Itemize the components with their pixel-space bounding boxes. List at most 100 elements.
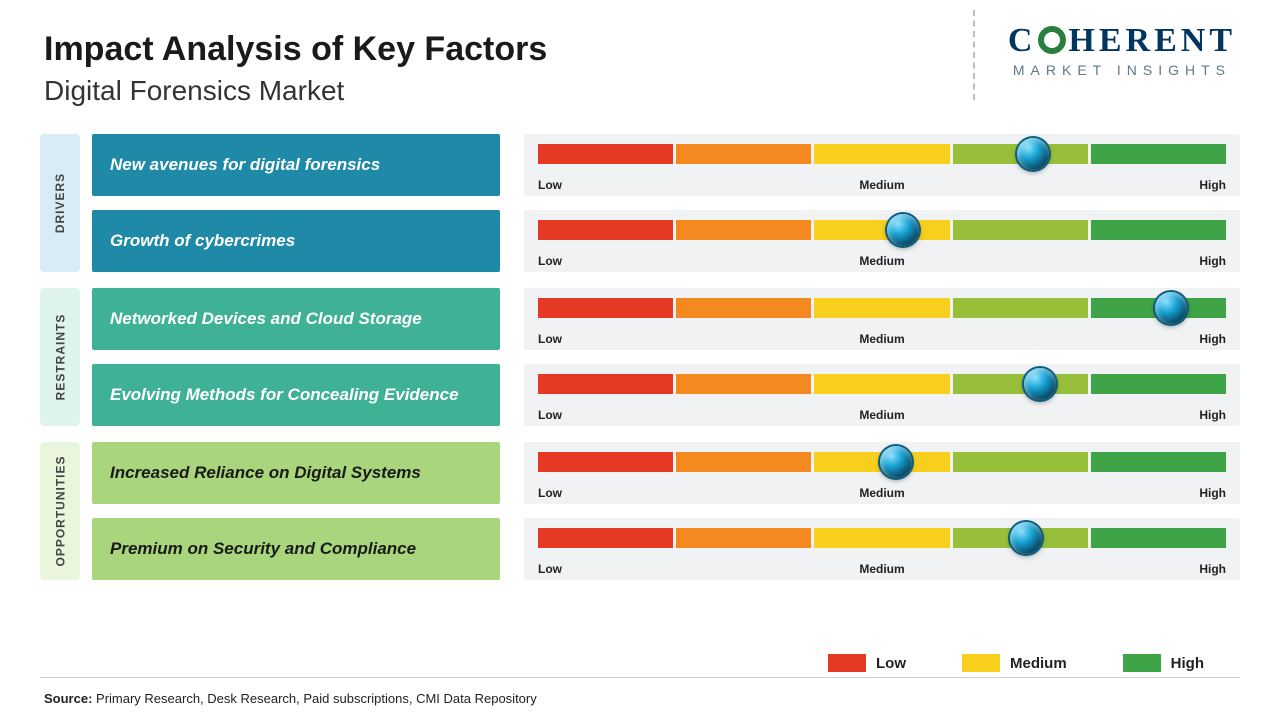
factor-label: Increased Reliance on Digital Systems bbox=[92, 442, 500, 504]
gauge-segment bbox=[1091, 528, 1226, 548]
gauge-segment bbox=[1091, 374, 1226, 394]
gauge-segment bbox=[676, 374, 811, 394]
factor-row: New avenues for digital forensicsLowMedi… bbox=[92, 134, 1240, 196]
gauge-track bbox=[538, 298, 1226, 318]
gauge-marker bbox=[1155, 292, 1187, 324]
factor-label: Growth of cybercrimes bbox=[92, 210, 500, 272]
gauge-marker bbox=[887, 214, 919, 246]
impact-gauge: Low Medium High bbox=[524, 364, 1240, 426]
legend-item: High bbox=[1123, 654, 1204, 672]
gauge-marker bbox=[1024, 368, 1056, 400]
brand-right: HERENT bbox=[1068, 22, 1236, 59]
factor-row: Networked Devices and Cloud Storage LowMe… bbox=[92, 288, 1240, 350]
group-rows: Networked Devices and Cloud Storage Low Me… bbox=[92, 288, 1240, 426]
legend-swatch bbox=[962, 654, 1000, 672]
impact-gauge: Low Medium High bbox=[524, 210, 1240, 272]
gauge-segment bbox=[953, 220, 1088, 240]
impact-gauge: Low Medium High bbox=[524, 442, 1240, 504]
gauge-segment bbox=[538, 220, 673, 240]
footer-divider bbox=[40, 677, 1240, 678]
tick-low: Low bbox=[538, 562, 562, 576]
group-opportunities: OPPORTUNITIES Increased Reliance on Digit… bbox=[40, 442, 1240, 580]
gauge-segment bbox=[1091, 452, 1226, 472]
page-subtitle: Digital Forensics Market bbox=[44, 75, 547, 107]
gauge-segment bbox=[538, 452, 673, 472]
legend-label: Medium bbox=[1010, 655, 1067, 672]
source-prefix: Source: bbox=[44, 691, 92, 706]
legend-item: Low bbox=[828, 654, 906, 672]
page-root: CHERENT MARKET INSIGHTS Impact Analysis … bbox=[0, 0, 1280, 720]
gauge-segment bbox=[814, 528, 949, 548]
group-rows: Increased Reliance on Digital Systems Low… bbox=[92, 442, 1240, 580]
tick-high: High bbox=[1199, 332, 1226, 346]
gauge-segment bbox=[538, 374, 673, 394]
page-header: Impact Analysis of Key Factors Digital F… bbox=[44, 30, 547, 107]
tick-medium: Medium bbox=[859, 408, 904, 422]
tick-high: High bbox=[1199, 408, 1226, 422]
gauge-track bbox=[538, 220, 1226, 240]
tick-low: Low bbox=[538, 486, 562, 500]
gauge-segment bbox=[676, 220, 811, 240]
page-title: Impact Analysis of Key Factors bbox=[44, 30, 547, 69]
gauge-ticks: Low Medium High bbox=[538, 254, 1226, 268]
legend-swatch bbox=[1123, 654, 1161, 672]
factor-row: Increased Reliance on Digital Systems Low… bbox=[92, 442, 1240, 504]
impact-gauge: Low Medium High bbox=[524, 134, 1240, 196]
gauge-ticks: Low Medium High bbox=[538, 178, 1226, 192]
group-tab-drivers: DRIVERS bbox=[40, 134, 80, 272]
tick-medium: Medium bbox=[859, 486, 904, 500]
gauge-segment bbox=[676, 528, 811, 548]
gauge-segment bbox=[814, 144, 949, 164]
tick-high: High bbox=[1199, 178, 1226, 192]
source-text: Primary Research, Desk Research, Paid su… bbox=[96, 691, 537, 706]
gauge-segment bbox=[538, 528, 673, 548]
group-label: OPPORTUNITIES bbox=[53, 455, 67, 566]
group-label: DRIVERS bbox=[53, 173, 67, 233]
brand-left: C bbox=[1008, 22, 1037, 59]
factor-label: Networked Devices and Cloud Storage bbox=[92, 288, 500, 350]
gauge-track bbox=[538, 374, 1226, 394]
legend-swatch bbox=[828, 654, 866, 672]
gauge-segment bbox=[953, 374, 1088, 394]
gauge-segment bbox=[953, 452, 1088, 472]
header-divider bbox=[973, 10, 975, 100]
gauge-segment bbox=[538, 298, 673, 318]
gauge-marker bbox=[880, 446, 912, 478]
gauge-segment bbox=[538, 144, 673, 164]
tick-medium: Medium bbox=[859, 254, 904, 268]
tick-high: High bbox=[1199, 486, 1226, 500]
tick-low: Low bbox=[538, 254, 562, 268]
source-note: Source: Primary Research, Desk Research,… bbox=[44, 691, 537, 706]
gauge-marker bbox=[1010, 522, 1042, 554]
gauge-segment bbox=[676, 298, 811, 318]
group-tab-opportunities: OPPORTUNITIES bbox=[40, 442, 80, 580]
gauge-ticks: Low Medium High bbox=[538, 408, 1226, 422]
gauge-segment bbox=[676, 452, 811, 472]
group-drivers: DRIVERS New avenues for digital forensics… bbox=[40, 134, 1240, 272]
tick-high: High bbox=[1199, 562, 1226, 576]
tick-low: Low bbox=[538, 178, 562, 192]
legend-label: High bbox=[1171, 655, 1204, 672]
legend: Low Medium High bbox=[828, 654, 1204, 672]
gauge-track bbox=[538, 452, 1226, 472]
factor-row: Premium on Security and ComplianceLowMed… bbox=[92, 518, 1240, 580]
gauge-marker bbox=[1017, 138, 1049, 170]
impact-gauge: LowMediumHigh bbox=[524, 288, 1240, 350]
gauge-track bbox=[538, 528, 1226, 548]
tick-medium: Medium bbox=[859, 178, 904, 192]
gauge-segment bbox=[814, 374, 949, 394]
factor-row: Growth of cybercrimes Low Medium High bbox=[92, 210, 1240, 272]
gauge-segment bbox=[1091, 144, 1226, 164]
gauge-segment bbox=[1091, 220, 1226, 240]
gauge-segment bbox=[953, 298, 1088, 318]
legend-item: Medium bbox=[962, 654, 1067, 672]
gauge-track bbox=[538, 144, 1226, 164]
tick-medium: Medium bbox=[859, 562, 904, 576]
factor-row: Evolving Methods for Concealing Evidence… bbox=[92, 364, 1240, 426]
group-rows: New avenues for digital forensicsLowMedi… bbox=[92, 134, 1240, 272]
tick-high: High bbox=[1199, 254, 1226, 268]
group-restraints: RESTRAINTSNetworked Devices and Cloud St… bbox=[40, 288, 1240, 426]
gauge-segment bbox=[814, 298, 949, 318]
tick-low: Low bbox=[538, 408, 562, 422]
gauge-segment bbox=[676, 144, 811, 164]
